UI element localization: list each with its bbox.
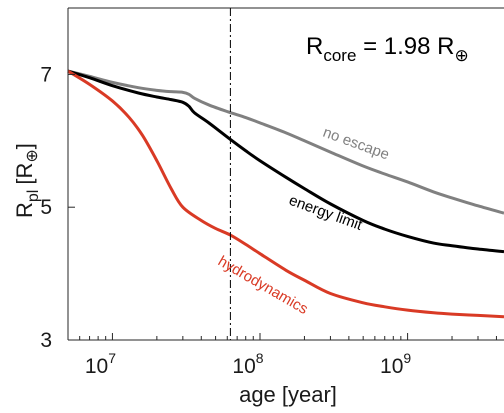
series-line-energy-limit [68,71,504,252]
annotation-value: = 1.98 R [356,33,454,60]
x-tick-label-exponent: 9 [403,350,411,366]
series-label-hydrodynamics: hydrodynamics [215,253,311,318]
series-label-no-escape: no escape [321,124,392,164]
x-tick-label: 108 [232,350,263,378]
annotation-prefix: R [306,33,323,60]
x-tick-label-base: 10 [380,355,403,378]
y-axis-title-unit-end: ] [12,143,37,149]
y-axis-title-symbol: R [12,202,37,218]
y-tick-label: 7 [40,63,52,86]
y-axis-title: Rpl [R⊕] [12,143,42,218]
annotation-earth-symbol: ⊕ [454,46,468,65]
y-axis-title-earth-symbol: ⊕ [24,149,41,162]
series-layer [68,71,504,317]
x-axis-title: age [year] [239,382,337,407]
x-tick-label: 109 [380,350,411,378]
annotation-subscript: core [323,46,356,65]
y-tick-label: 3 [40,329,52,352]
x-tick-label-exponent: 8 [256,350,264,366]
y-axis-title-unit: [R [12,163,37,185]
x-tick-label-base: 10 [85,355,108,378]
series-label-energy-limit: energy limit [287,192,366,234]
y-axis-title-subscript: pl [25,190,42,202]
x-tick-label-base: 10 [232,355,255,378]
core-radius-annotation: Rcore = 1.98 R⊕ [306,33,469,65]
x-tick-label: 107 [85,350,116,378]
y-tick-label: 5 [40,196,52,219]
x-tick-label-exponent: 7 [108,350,116,366]
